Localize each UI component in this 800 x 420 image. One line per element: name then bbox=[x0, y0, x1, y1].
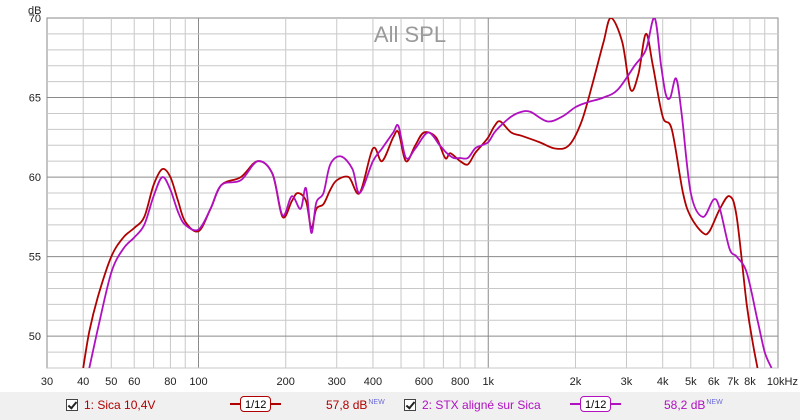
trace-1-new-badge: NEW bbox=[368, 399, 385, 406]
trace-2-label: 2: STX aligné sur Sica bbox=[422, 398, 541, 412]
legend-item-1[interactable]: 1: Sica 10,4V bbox=[66, 398, 155, 412]
chart-title: All SPL bbox=[374, 22, 446, 47]
legend-bar: 1: Sica 10,4V 1/12 57,8 dBNEW 2: STX ali… bbox=[0, 392, 800, 420]
x-tick-label: 8k bbox=[744, 376, 756, 388]
x-tick-label: 300 bbox=[328, 376, 346, 388]
y-axis-unit: dB bbox=[28, 5, 41, 17]
x-tick-label: 400 bbox=[364, 376, 382, 388]
x-axis: 30 40 50 60 80 100 200 300 400 600 800 1k 2k 3k 4k 5k 6k… bbox=[41, 376, 798, 388]
trace-1-line-swatch-right bbox=[271, 403, 282, 405]
y-axis: 50 55 60 65 70 bbox=[29, 13, 41, 343]
trace-1-spl: 57,8 dBNEW bbox=[326, 398, 385, 412]
y-tick-label: 50 bbox=[29, 331, 41, 343]
x-tick-label: 40 bbox=[77, 376, 89, 388]
x-tick-label: 30 bbox=[41, 376, 53, 388]
trace-1-smoothing[interactable]: 1/12 bbox=[230, 396, 282, 412]
x-tick-label: 2k bbox=[570, 376, 582, 388]
trace-1-smoothing-button[interactable]: 1/12 bbox=[240, 396, 272, 412]
trace-1-line-swatch bbox=[230, 403, 240, 405]
x-tick-label: 7k bbox=[727, 376, 739, 388]
trace-2-smoothing-button[interactable]: 1/12 bbox=[580, 396, 612, 412]
trace-1-spl-value: 57,8 dB bbox=[326, 398, 368, 412]
x-tick-label: 3k bbox=[621, 376, 633, 388]
trace-1-checkbox[interactable] bbox=[66, 399, 78, 411]
y-tick-label: 65 bbox=[29, 93, 41, 105]
traces bbox=[82, 18, 773, 368]
trace-2-new-badge: NEW bbox=[706, 399, 723, 406]
x-tick-label: 100 bbox=[189, 376, 207, 388]
trace-2-spl-value: 58,2 dB bbox=[664, 398, 706, 412]
x-tick-label: 5k bbox=[685, 376, 697, 388]
x-tick-label: 50 bbox=[105, 376, 117, 388]
trace-2-smoothing[interactable]: 1/12 bbox=[570, 396, 622, 412]
x-tick-label: 80 bbox=[164, 376, 176, 388]
y-tick-label: 70 bbox=[29, 13, 41, 25]
y-tick-label: 55 bbox=[29, 252, 41, 264]
trace-2-line-swatch-right bbox=[611, 403, 622, 405]
x-tick-label: 200 bbox=[277, 376, 295, 388]
x-tick-label: 600 bbox=[415, 376, 433, 388]
trace-2-checkbox[interactable] bbox=[404, 399, 416, 411]
x-tick-label: 800 bbox=[451, 376, 469, 388]
x-tick-label: 4k bbox=[657, 376, 669, 388]
y-tick-label: 60 bbox=[29, 172, 41, 184]
x-tick-label: 60 bbox=[128, 376, 140, 388]
trace-1-label: 1: Sica 10,4V bbox=[84, 398, 156, 412]
trace-2-spl: 58,2 dBNEW bbox=[664, 398, 723, 412]
x-tick-label: 1k bbox=[482, 376, 494, 388]
x-tick-label: 6k bbox=[708, 376, 720, 388]
trace-2-line bbox=[88, 18, 773, 368]
legend-item-2[interactable]: 2: STX aligné sur Sica bbox=[404, 398, 541, 412]
trace-2-line-swatch bbox=[570, 403, 580, 405]
x-tick-label: 10kHz bbox=[767, 376, 798, 388]
grid-lines bbox=[47, 18, 778, 369]
